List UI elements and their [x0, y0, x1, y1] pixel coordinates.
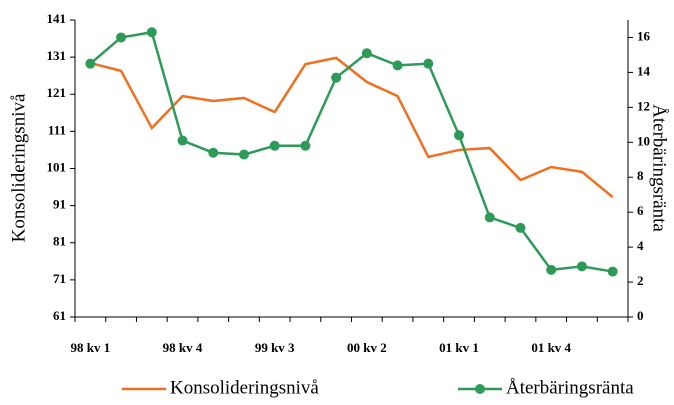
y2-tick-label: 0: [637, 308, 644, 323]
point: [607, 266, 618, 277]
x-tick-label: 98 kv 1: [70, 340, 110, 355]
point: [576, 261, 587, 272]
legend-marker: [475, 384, 485, 394]
point: [208, 147, 219, 158]
point: [238, 149, 249, 160]
y2-tick-label: 6: [637, 203, 644, 218]
x-tick-label: 01 kv 1: [439, 340, 479, 355]
x-tick-label: 01 kv 4: [531, 340, 571, 355]
legend-label: Konsolideringsnivå: [170, 377, 319, 398]
x-tick-label: 00 kv 2: [347, 340, 387, 355]
legend-label: Återbäringsränta: [506, 377, 634, 398]
y2-tick-label: 16: [637, 28, 651, 43]
point: [484, 212, 495, 223]
y-tick-label: 141: [47, 11, 67, 26]
y-tick-label: 81: [53, 234, 66, 249]
series-line: [90, 56, 614, 199]
y-tick-label: 101: [47, 159, 67, 174]
y-tick-label: 121: [47, 85, 67, 100]
y2-axis-title: Återbäringsränta: [649, 104, 670, 232]
series-line: [89, 30, 613, 273]
y-tick-label: 91: [53, 197, 66, 212]
point: [423, 58, 434, 69]
point: [361, 48, 372, 59]
point: [515, 222, 526, 233]
point: [146, 27, 157, 38]
y-tick-label: 71: [53, 271, 66, 286]
point: [546, 264, 557, 275]
point: [392, 60, 403, 71]
y-axis-title: Konsolideringsnivå: [8, 93, 29, 242]
point: [331, 72, 342, 83]
y2-tick-label: 2: [637, 273, 644, 288]
y2-tick-label: 8: [637, 168, 644, 183]
x-tick-label: 99 kv 3: [255, 340, 295, 355]
point: [177, 135, 188, 146]
y2-tick-label: 12: [637, 98, 650, 113]
point: [454, 130, 465, 141]
y2-tick-label: 10: [637, 133, 650, 148]
y2-tick-label: 14: [637, 63, 651, 78]
point: [269, 140, 280, 151]
y2-tick-label: 4: [637, 238, 644, 253]
x-tick-label: 98 kv 4: [163, 340, 203, 355]
point: [300, 140, 311, 151]
y-tick-label: 61: [53, 308, 66, 323]
point: [85, 58, 96, 69]
point: [116, 32, 127, 43]
y-tick-label: 131: [47, 48, 67, 63]
y-tick-label: 111: [48, 122, 66, 137]
